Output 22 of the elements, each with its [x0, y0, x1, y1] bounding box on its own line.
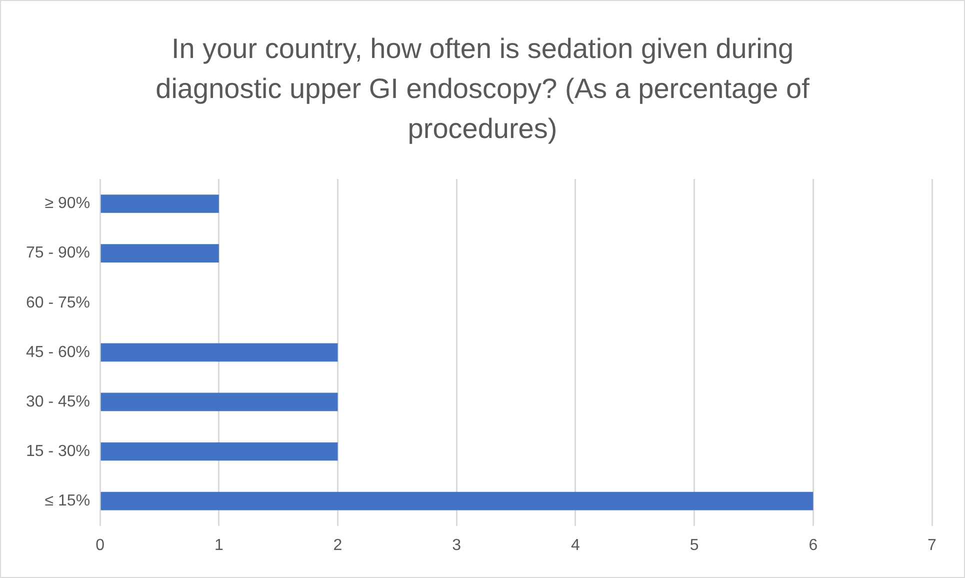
x-tick-label: 1 [214, 536, 224, 554]
x-tick-label: 3 [452, 536, 462, 554]
chart-title: In your country, how often is sedation given during diagnostic upper GI endoscopy? (As a percentage of procedures) [154, 32, 810, 146]
bar [100, 492, 814, 510]
y-tick-label: 45 - 60% [26, 344, 90, 361]
x-tick-label: 5 [690, 536, 699, 554]
bar [100, 392, 338, 412]
x-tick-label: 6 [808, 536, 818, 554]
y-tick-label: ≤ 15% [44, 492, 90, 510]
y-tick-label: 30 - 45% [26, 393, 90, 410]
bar [100, 442, 338, 461]
x-tick-label: 7 [928, 536, 937, 554]
bar [100, 244, 219, 262]
y-tick-label: ≥ 90% [44, 195, 90, 212]
y-tick-label: 75 - 90% [26, 244, 90, 262]
x-tick-label: 2 [333, 536, 342, 554]
x-tick-label: 4 [570, 536, 580, 554]
x-tick-label: 0 [96, 536, 105, 554]
y-tick-label: 60 - 75% [26, 294, 90, 312]
bar [100, 343, 338, 362]
bar [100, 194, 219, 213]
y-tick-label: 15 - 30% [26, 442, 90, 460]
